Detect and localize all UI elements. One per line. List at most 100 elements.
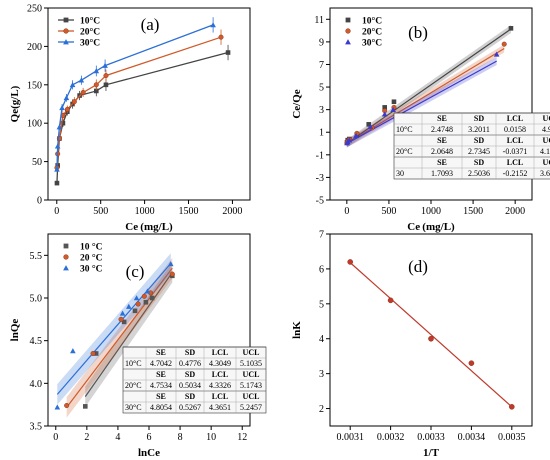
x-tick-label: 8: [178, 432, 183, 443]
data-point: [347, 259, 354, 265]
data-point: [508, 26, 514, 31]
stats-table: SE SD LCL UCL 10°C 4.7042 0.4776 4.3049 5.1035 SE…: [122, 346, 267, 414]
table-header: UCL: [243, 348, 260, 357]
table-row-label: 20°C: [396, 147, 413, 156]
data-point: [93, 82, 99, 88]
y-tick-label: 1: [319, 128, 324, 139]
data-point: [367, 123, 374, 129]
series-1: [54, 44, 231, 186]
table-cell: 0.5267: [179, 403, 201, 412]
legend-label: 10°C: [362, 16, 382, 27]
data-point: [78, 77, 85, 83]
series-line: [56, 51, 229, 184]
legend-marker: [63, 39, 69, 45]
legend-marker: [345, 39, 351, 45]
y-tick-label: 9: [319, 37, 324, 48]
data-point: [366, 122, 372, 127]
data-point: [381, 111, 388, 117]
table-header: SE: [437, 114, 447, 123]
x-tick-label: 0: [344, 206, 349, 217]
x-axis-label: Ce (mg/L): [125, 221, 173, 233]
table-cell: 2.5036: [468, 169, 490, 178]
table-header: LCL: [212, 370, 228, 379]
table-cell: 2.0648: [431, 147, 453, 156]
legend-label: 10 °C: [80, 242, 103, 253]
data-point: [93, 351, 99, 356]
table-row-label: 10°C: [396, 125, 413, 134]
table-header: SD: [474, 136, 484, 145]
data-point: [119, 310, 126, 316]
legend-marker: [63, 17, 69, 23]
data-point: [493, 51, 500, 57]
table-cell: 3.6338: [540, 169, 550, 178]
data-point: [468, 360, 475, 366]
legend-label: 20°C: [362, 27, 382, 38]
x-tick-label: 10: [206, 432, 216, 443]
x-tick-label: 0: [54, 206, 59, 217]
series-3: [344, 51, 500, 146]
table-header: SE: [156, 370, 166, 379]
table-cell: 2.7345: [468, 147, 490, 156]
y-tick-label: -5: [316, 196, 324, 207]
y-tick-label: 2: [319, 404, 324, 415]
data-point: [93, 68, 100, 74]
x-tick-label: 0.0035: [498, 432, 526, 443]
data-point: [210, 22, 216, 28]
data-point: [80, 89, 86, 95]
legend-label: 30 °C: [80, 264, 103, 275]
fit-line: [346, 28, 512, 145]
table-cell: 4.1667: [540, 147, 550, 156]
table-header: SE: [156, 348, 166, 357]
table-header: LCL: [507, 136, 523, 145]
data-point: [428, 335, 434, 342]
table-header: UCL: [243, 392, 260, 401]
series-line: [56, 24, 214, 170]
x-axis-label: lnCe: [138, 447, 160, 459]
legend-label: 20 °C: [80, 253, 103, 264]
panel-4: 0.0031 0.0032 0.0033 0.0034 0.0035 2 3 4 5 6 7 1/T l…: [291, 230, 533, 459]
panel-label: (d): [408, 257, 428, 276]
data-point: [501, 41, 507, 47]
data-point: [103, 82, 109, 88]
y-tick-label: 5: [319, 83, 324, 94]
y-axis-label: Qe(g/L): [9, 85, 21, 122]
table-header: SE: [156, 392, 166, 401]
y-tick-label: -3: [316, 173, 324, 184]
legend-label: 10°C: [80, 16, 100, 27]
data-point: [508, 403, 515, 410]
table-cell: 1.7093: [431, 169, 453, 178]
fit-line: [66, 267, 173, 408]
data-point: [382, 105, 388, 110]
data-point: [54, 404, 61, 410]
data-point: [167, 261, 174, 267]
legend-label: 30°C: [362, 38, 382, 49]
y-axis-label: Ce/Qe: [291, 89, 303, 118]
panel-label: (a): [141, 15, 160, 34]
y-tick-label: 150: [27, 80, 42, 91]
data-point: [126, 303, 132, 309]
table-header: LCL: [507, 158, 523, 167]
table-cell: 4.3049: [209, 359, 231, 368]
table-cell: 4.3326: [209, 381, 231, 390]
x-tick-label: 500: [93, 206, 108, 217]
panel-3: 0 2 4 6 8 10 12 3.5 4.0 4.5 5.0 5.5 lnCe lnQe (c) 10 °C…: [9, 233, 267, 459]
data-point: [90, 350, 96, 356]
x-tick-label: 6: [147, 432, 152, 443]
data-point: [56, 124, 63, 130]
y-tick-label: 6: [319, 264, 324, 275]
data-point: [132, 308, 138, 314]
table-cell: -0.2152: [503, 169, 528, 178]
data-point: [141, 293, 147, 299]
panel-label: (b): [408, 23, 428, 42]
x-tick-label: 0.0031: [336, 432, 364, 443]
table-cell: 0.4776: [179, 359, 201, 368]
data-point: [70, 348, 76, 354]
data-point: [225, 50, 231, 55]
table-header: SD: [185, 348, 195, 357]
data-point: [144, 288, 151, 294]
panel-2: 0 500 1000 1500 2000 -5 -3 -1 1 3 5 7 9 11 Ce (mg/L) Ce…: [291, 7, 550, 233]
y-tick-label: 4.5: [30, 336, 43, 347]
data-point: [54, 143, 61, 149]
x-tick-label: 4: [115, 432, 120, 443]
y-tick-label: 200: [27, 42, 42, 53]
